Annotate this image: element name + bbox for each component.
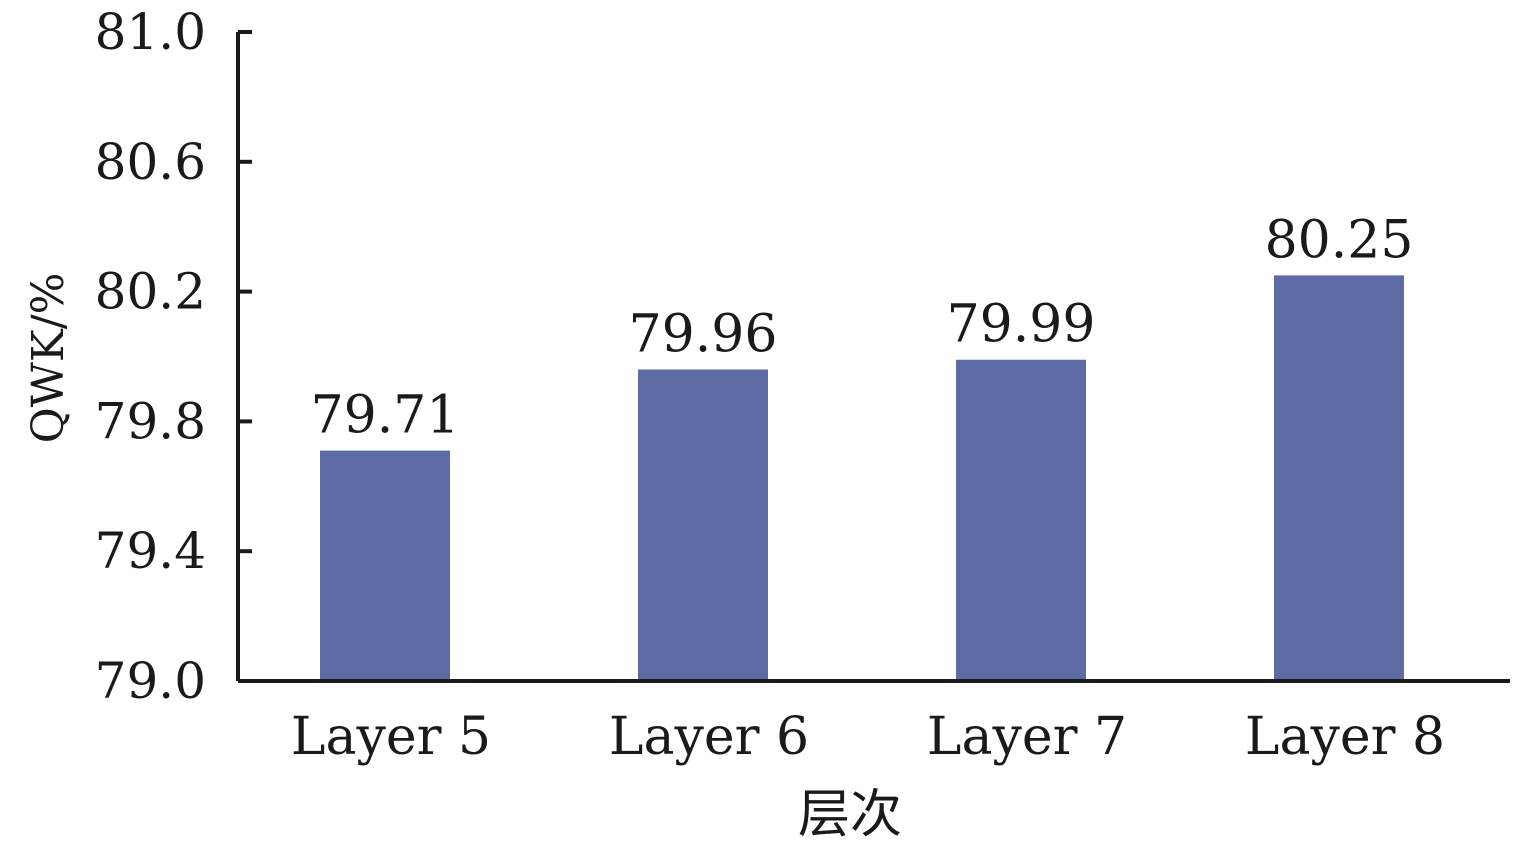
- x-tick-labels: Layer 5 Layer 6 Layer 7 Layer 8: [291, 707, 1445, 767]
- bar: [320, 450, 450, 681]
- bar: [1274, 275, 1404, 681]
- bar: [956, 359, 1086, 681]
- x-tick-label: Layer 5: [291, 707, 491, 767]
- y-tick-label: 79.4: [95, 522, 206, 580]
- y-tick-label: 79.8: [95, 392, 206, 450]
- x-tick-label: Layer 7: [927, 707, 1127, 767]
- y-axis: 79.0 79.4 79.8 80.2 80.6 81.0: [95, 3, 252, 710]
- bar-value-label: 79.71: [311, 386, 460, 446]
- y-tick-label: 79.0: [95, 652, 206, 710]
- y-axis-title: QWK/%: [23, 273, 74, 444]
- bar-value-label: 79.96: [629, 304, 778, 364]
- y-tick-label: 80.6: [95, 133, 206, 191]
- x-axis-title: 层次: [798, 785, 902, 845]
- bars: [320, 275, 1404, 681]
- bar: [638, 369, 768, 681]
- x-tick-label: Layer 8: [1245, 707, 1445, 767]
- bar-value-label: 80.25: [1265, 210, 1414, 270]
- x-tick-label: Layer 6: [609, 707, 809, 767]
- data-labels: 79.71 79.96 79.99 80.25: [311, 210, 1414, 445]
- bar-value-label: 79.99: [947, 295, 1096, 355]
- y-tick-label: 80.2: [95, 263, 206, 321]
- y-tick-label: 81.0: [95, 3, 206, 61]
